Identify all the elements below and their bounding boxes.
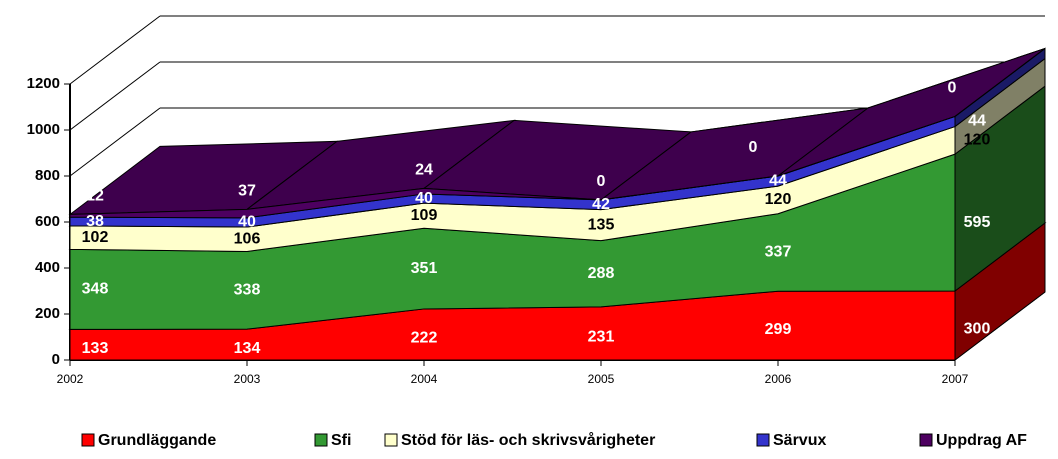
data-label: 102 — [82, 229, 109, 246]
legend-label: Särvux — [773, 432, 826, 449]
x-tick-label: 2007 — [942, 372, 969, 386]
y-tick-label: 400 — [35, 259, 60, 276]
data-label: 120 — [765, 191, 792, 208]
data-label: 106 — [234, 230, 261, 247]
data-label: 348 — [82, 281, 109, 298]
grid-line — [69, 61, 161, 131]
legend-label: Grundläggande — [98, 432, 216, 449]
data-label: 37 — [238, 183, 256, 200]
data-label: 44 — [968, 113, 986, 130]
data-label: 231 — [588, 329, 615, 346]
x-tick-label: 2006 — [765, 372, 792, 386]
legend-swatch — [81, 433, 95, 447]
data-label: 44 — [769, 172, 787, 189]
y-tick-label: 800 — [35, 167, 60, 184]
y-tick-label: 600 — [35, 213, 60, 230]
data-label: 40 — [238, 214, 256, 231]
data-label: 12 — [86, 188, 104, 205]
data-label: 24 — [415, 162, 433, 179]
data-label: 0 — [749, 139, 758, 156]
legend-swatch — [919, 433, 933, 447]
area-side — [954, 48, 1046, 117]
x-tick-label: 2005 — [588, 372, 615, 386]
legend-label: Sfi — [331, 432, 351, 449]
data-label: 222 — [411, 330, 438, 347]
data-label: 38 — [86, 213, 104, 230]
legend-swatch — [314, 433, 328, 447]
data-label: 42 — [592, 196, 610, 213]
data-label: 134 — [234, 340, 261, 357]
area — [69, 115, 956, 219]
data-label: 0 — [948, 80, 957, 97]
data-label: 0 — [597, 173, 606, 190]
y-tick-label: 1200 — [27, 75, 60, 92]
data-label: 109 — [411, 207, 438, 224]
data-label: 299 — [765, 321, 792, 338]
data-label: 40 — [415, 190, 433, 207]
data-label: 337 — [765, 244, 792, 261]
y-tick-label: 0 — [52, 351, 60, 368]
legend-label: Uppdrag AF — [936, 432, 1027, 449]
data-label: 595 — [964, 214, 991, 231]
legend-label: Stöd för läs- och skrivsvårigheter — [401, 431, 655, 449]
x-tick-label: 2003 — [234, 372, 261, 386]
data-label: 135 — [588, 216, 615, 233]
data-label: 120 — [964, 132, 991, 149]
y-tick-label: 200 — [35, 305, 60, 322]
data-label: 351 — [411, 260, 438, 277]
data-label: 338 — [234, 282, 261, 299]
grid-line — [69, 107, 161, 177]
data-label: 300 — [964, 321, 991, 338]
x-tick-label: 2002 — [57, 372, 84, 386]
grid-line — [69, 15, 161, 85]
data-label: 133 — [82, 340, 109, 357]
y-tick-label: 1000 — [27, 121, 60, 138]
legend-swatch — [384, 433, 398, 447]
x-tick-label: 2004 — [411, 372, 438, 386]
data-label: 288 — [588, 265, 615, 282]
legend-swatch — [756, 433, 770, 447]
